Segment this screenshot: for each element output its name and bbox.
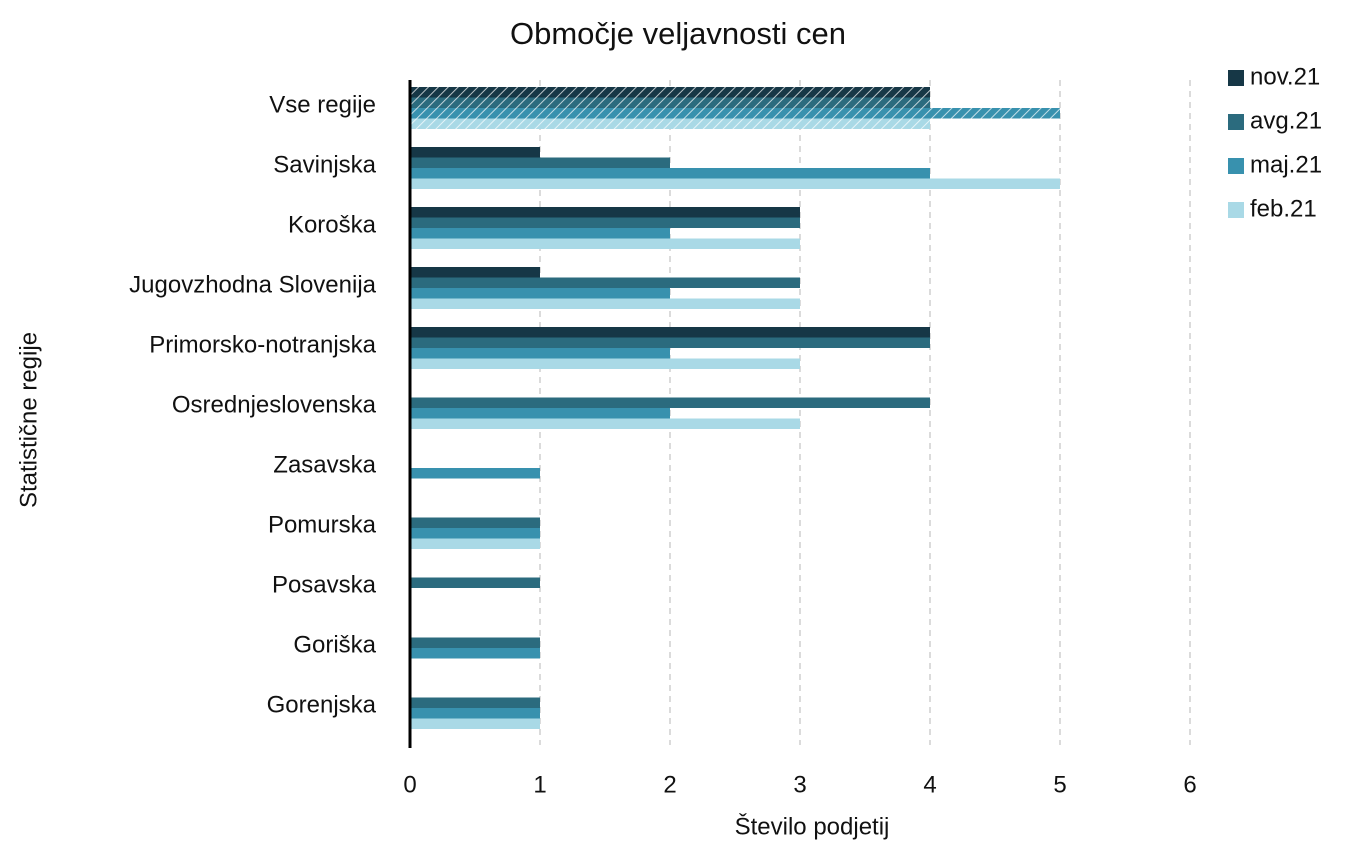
x-tick-label: 0 [403,771,416,798]
bar [410,697,540,708]
bar [410,538,540,549]
bar [410,408,670,419]
legend-label: avg.21 [1250,107,1322,134]
bar [410,577,540,588]
bar [410,228,670,239]
y-tick-label: Vse regije [269,91,376,118]
bar [410,168,930,179]
y-tick-label: Zasavska [273,451,376,478]
legend-label: feb.21 [1250,195,1317,222]
x-tick-label: 5 [1053,771,1066,798]
y-axis-label: Statistične regije [15,332,42,508]
y-tick-label: Gorenjska [267,691,377,718]
bar-hatch [410,108,1060,119]
legend-swatch [1228,70,1244,86]
y-tick-label: Jugovzhodna Slovenija [129,271,376,298]
bar [410,718,540,729]
bar [410,358,800,369]
y-tick-label: Pomurska [268,511,377,538]
x-tick-label: 1 [533,771,546,798]
bar-hatch [410,87,930,98]
bar [410,277,800,288]
y-tick-label: Osrednjeslovenska [172,391,377,418]
bar [410,327,930,338]
y-tick-label: Savinjska [273,151,376,178]
bar [410,648,540,659]
x-tick-label: 6 [1183,771,1196,798]
legend-label: maj.21 [1250,151,1322,178]
bar [410,217,800,228]
bar [410,397,930,408]
bar [410,637,540,648]
bar [410,288,670,299]
bar [410,517,540,528]
bar [410,418,800,429]
legend-label: nov.21 [1250,63,1320,90]
bar [410,298,800,309]
bar [410,708,540,719]
bar [410,238,800,249]
y-tick-label: Posavska [272,571,377,598]
bar [410,468,540,479]
y-tick-label: Goriška [293,631,376,658]
legend-swatch [1228,202,1244,218]
y-tick-label: Koroška [288,211,377,238]
bar-hatch [410,118,930,129]
x-tick-label: 4 [923,771,936,798]
bar [410,348,670,359]
x-tick-label: 3 [793,771,806,798]
x-axis-label: Število podjetij [735,812,890,840]
bar [410,267,540,278]
bar [410,207,800,218]
legend-swatch [1228,158,1244,174]
bar [410,337,930,348]
bar-hatch [410,97,930,108]
chart-title: Območje veljavnosti cen [510,16,846,51]
bar [410,157,670,168]
bar [410,178,1060,189]
legend-swatch [1228,114,1244,130]
bar [410,528,540,539]
bar [410,147,540,158]
y-tick-label: Primorsko-notranjska [149,331,376,358]
x-tick-label: 2 [663,771,676,798]
